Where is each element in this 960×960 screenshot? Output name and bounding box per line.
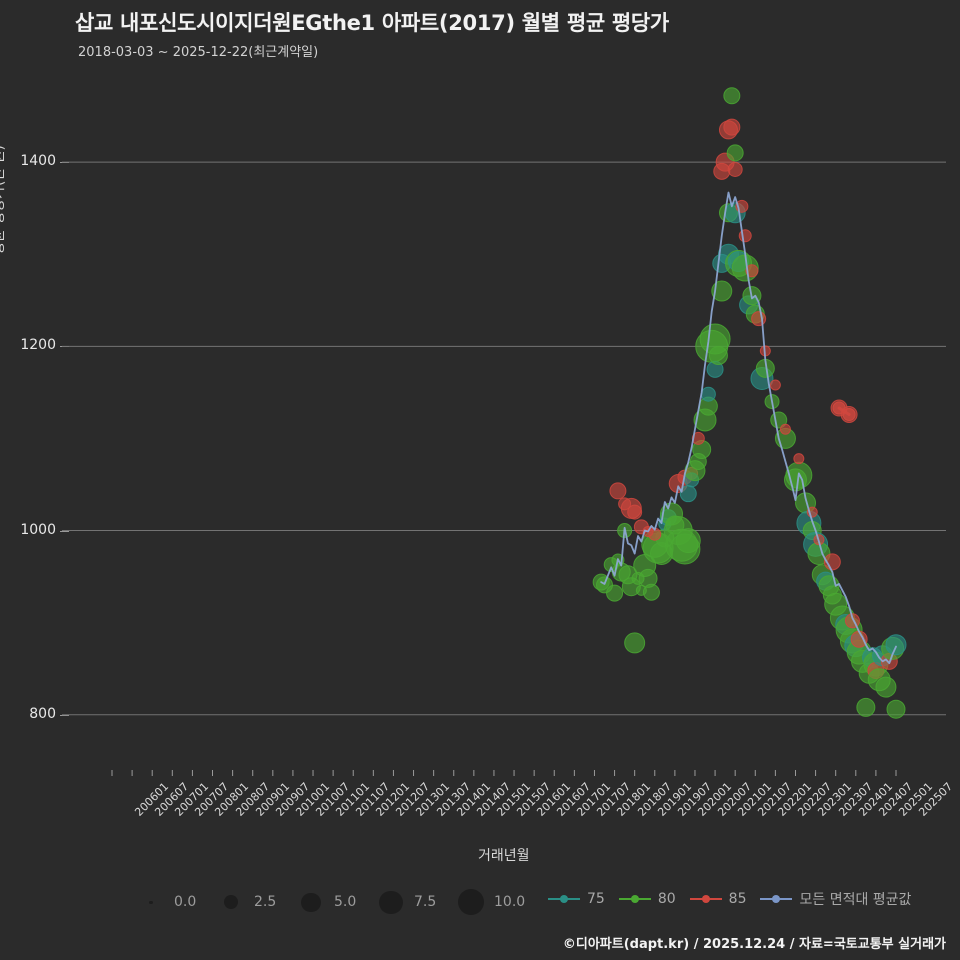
chart-legend: 0.0 2.5 5.0 7.5 10.0 75 80 85 모든 면적대 평균값 — [0, 885, 960, 927]
data-bubble[interactable] — [708, 346, 728, 366]
series-line[interactable] — [600, 191, 897, 665]
x-axis-label: 거래년월 — [478, 848, 530, 864]
plot-area — [62, 70, 946, 776]
data-bubble[interactable] — [606, 584, 624, 602]
bubble-size-label: 10.0 — [494, 894, 526, 911]
data-bubble[interactable] — [745, 264, 759, 278]
series-marker[interactable] — [842, 407, 856, 421]
data-bubble[interactable] — [723, 118, 741, 136]
data-bubble[interactable] — [856, 697, 876, 717]
y-tick-label: 800 — [29, 705, 56, 722]
y-tick-label: 1000 — [20, 521, 56, 538]
page-title: 삽교 내포신도시이지더원EGthe1 아파트(2017) 월별 평균 평당가 — [75, 11, 669, 35]
footer-credit: ©디아파트(dapt.kr) / 2025.12.24 / 자료=국토교통부 실… — [562, 937, 946, 952]
bubble-size-dot — [379, 890, 403, 914]
series-legend: 75 80 85 모든 면적대 평균값 — [548, 889, 925, 909]
legend-line-swatch — [618, 893, 651, 905]
legend-item-2[interactable]: 80 — [618, 891, 676, 907]
data-bubble[interactable] — [779, 423, 791, 435]
data-bubble[interactable] — [886, 699, 906, 719]
data-bubble[interactable] — [711, 280, 733, 302]
bubble-size-label: 2.5 — [254, 894, 277, 911]
legend-item-3[interactable]: 85 — [689, 891, 747, 907]
data-bubble[interactable] — [751, 311, 767, 327]
legend-item-4[interactable]: 모든 면적대 평균값 — [760, 889, 911, 909]
data-bubble[interactable] — [726, 144, 744, 162]
data-bubble[interactable] — [642, 583, 660, 601]
data-bubble[interactable] — [727, 161, 743, 177]
bubble-size-legend: 0.0 2.5 5.0 7.5 10.0 — [128, 889, 528, 916]
y-axis-label: 평균 평당가(만 원) — [0, 145, 7, 255]
bubble-size-swatch — [368, 890, 414, 914]
bubble-size-dot — [224, 895, 238, 910]
page-subtitle: 2018-03-03 ~ 2025-12-22(최근계약일) — [78, 45, 319, 60]
legend-label: 모든 면적대 평균값 — [799, 892, 912, 908]
legend-item-1[interactable]: 75 — [548, 891, 605, 907]
legend-line-swatch — [548, 893, 580, 905]
bubble-size-dot — [301, 892, 321, 912]
series-marker[interactable] — [832, 401, 846, 415]
bubble-size-dot — [149, 900, 153, 904]
bubble-size-swatch — [288, 892, 334, 912]
y-tick-label: 1200 — [20, 337, 56, 354]
legend-label: 80 — [657, 891, 676, 907]
bubble-size-label: 0.0 — [174, 894, 197, 911]
legend-label: 75 — [587, 891, 605, 907]
bubble-size-swatch — [448, 889, 494, 916]
data-bubble[interactable] — [691, 431, 705, 445]
bubble-size-label: 5.0 — [334, 894, 357, 911]
data-bubble[interactable] — [875, 676, 897, 698]
data-bubble[interactable] — [627, 504, 643, 520]
chart-canvas — [62, 87, 946, 776]
bubble-size-label: 7.5 — [414, 894, 437, 911]
data-bubble[interactable] — [675, 528, 701, 554]
x-axis-ticks: 200601 200607 200701 200707 200801 200807 2009… — [0, 780, 960, 860]
data-bubble[interactable] — [624, 632, 646, 654]
bubble-size-swatch — [208, 895, 254, 910]
legend-line-swatch — [760, 893, 793, 905]
bubble-size-swatch — [128, 900, 174, 904]
data-bubble[interactable] — [609, 482, 627, 500]
legend-label: 85 — [728, 891, 747, 907]
data-bubble[interactable] — [793, 453, 805, 465]
y-tick-label: 1400 — [20, 153, 56, 170]
data-bubble[interactable] — [700, 386, 716, 402]
data-bubble[interactable] — [769, 379, 781, 391]
legend-line-swatch — [689, 893, 722, 905]
data-bubble[interactable] — [885, 634, 907, 656]
data-bubble[interactable] — [723, 87, 741, 105]
bubble-layer — [592, 87, 907, 719]
bubble-size-dot — [457, 889, 485, 916]
data-bubble[interactable] — [850, 630, 868, 648]
